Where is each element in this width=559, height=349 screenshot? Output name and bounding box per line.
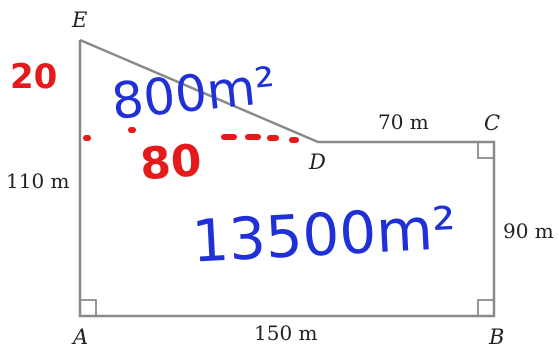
right-angle-marker-a (80, 299, 97, 316)
right-angle-marker-b (477, 299, 494, 316)
rectangle-area-annotation: 13500m² (190, 194, 457, 276)
red-annotation-side: 20 (10, 57, 57, 97)
measurement-ae: 110 m (6, 169, 70, 193)
triangle-area-annotation: 800m² (109, 56, 278, 131)
measurement-ab: 150 m (254, 321, 318, 345)
vertex-label-c: C (484, 111, 500, 135)
measurement-cd: 70 m (378, 110, 429, 134)
right-angle-marker-c (477, 142, 494, 159)
red-dotted-line (83, 127, 299, 143)
vertex-label-e: E (71, 8, 87, 32)
measurement-bc: 90 m (503, 219, 554, 243)
vertex-label-d: D (308, 150, 326, 174)
shape-outline (78, 38, 496, 318)
red-annotation-base: 80 (139, 135, 204, 190)
vertex-label-a: A (71, 325, 88, 349)
vertex-label-b: B (488, 325, 504, 349)
